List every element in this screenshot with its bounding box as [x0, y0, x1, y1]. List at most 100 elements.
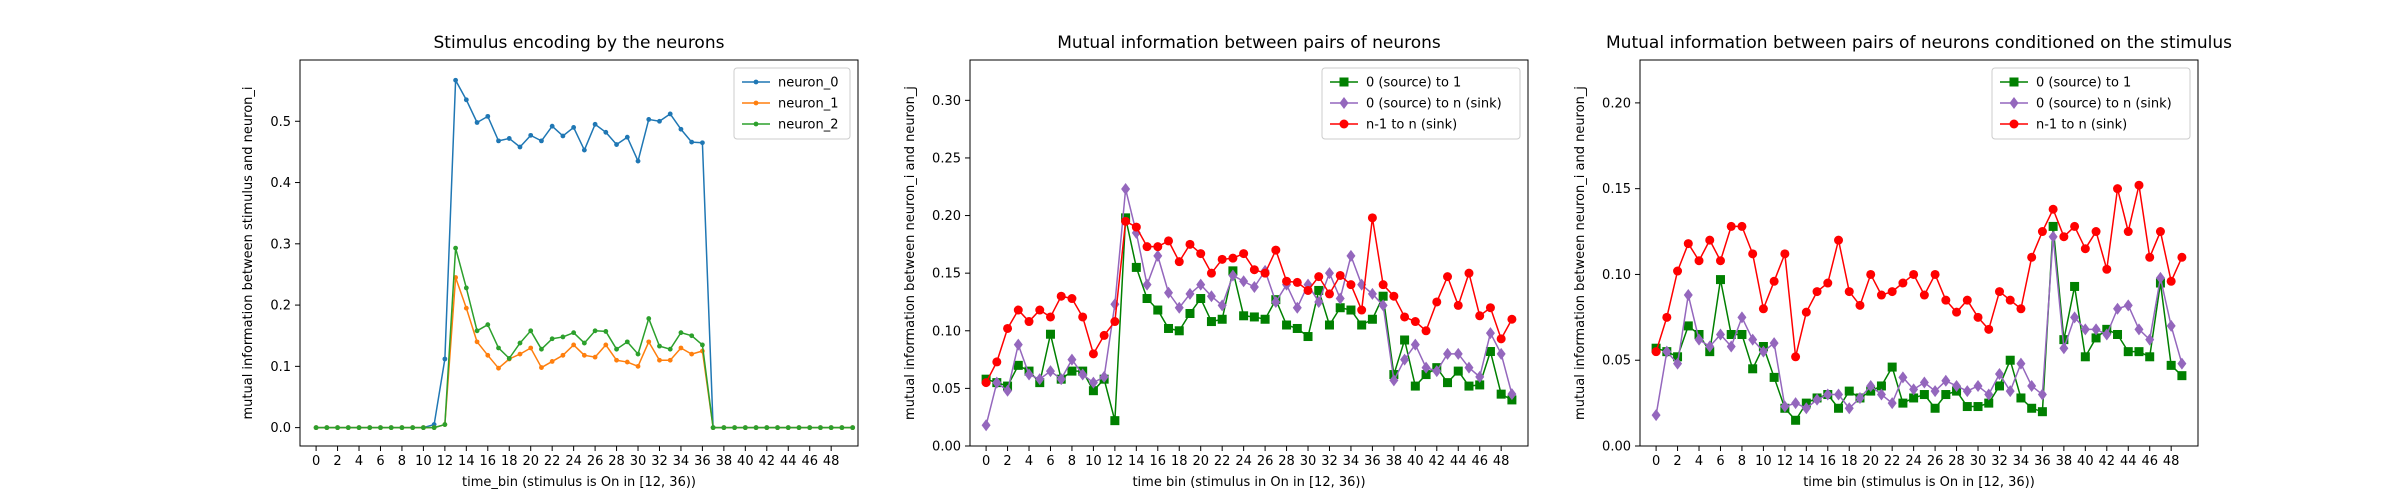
data-point [1876, 290, 1886, 300]
data-point [657, 357, 662, 363]
series-line-1 [985, 188, 1513, 426]
data-point [624, 134, 630, 140]
x-tick-label: 0 [982, 454, 990, 469]
data-point [388, 425, 394, 431]
data-point [1984, 388, 1994, 401]
data-point [549, 336, 555, 342]
data-point [2145, 352, 2155, 362]
data-point [1496, 334, 1506, 344]
data-point [1485, 303, 1495, 313]
data-point [560, 334, 566, 340]
data-point [1110, 298, 1120, 311]
data-point [1078, 368, 1088, 381]
data-point [453, 77, 458, 83]
data-point [1898, 398, 1908, 408]
data-point [1876, 388, 1886, 401]
legend: 0 (source) to 1 0 (source) to n (sink) n-1… [1321, 67, 1521, 140]
data-point [517, 144, 523, 150]
data-point [603, 129, 609, 135]
data-point [678, 345, 684, 351]
data-point [463, 285, 469, 291]
data-point [700, 342, 705, 348]
data-point [571, 342, 577, 348]
data-point [2027, 379, 2037, 392]
data-point [1056, 291, 1066, 301]
data-point [1973, 312, 1983, 322]
data-point [2134, 323, 2144, 336]
data-point [2102, 264, 2112, 274]
data-point [592, 121, 598, 127]
data-point [635, 363, 641, 369]
data-point [1099, 330, 1109, 340]
data-point [410, 425, 416, 431]
axes-frame [1639, 59, 2199, 447]
x-tick-label: 6 [1716, 454, 1724, 469]
data-point [421, 425, 426, 431]
data-point [2016, 393, 2026, 403]
data-point [1930, 385, 1940, 398]
x-tick-label: 30 [1300, 454, 1317, 469]
data-point [367, 425, 373, 431]
data-point [1378, 280, 1388, 290]
data-point [1239, 311, 1249, 321]
data-point [1791, 397, 1801, 410]
data-point [753, 425, 759, 431]
data-point [1464, 381, 1474, 391]
x-tick-label: 30 [630, 454, 647, 469]
data-point [1705, 340, 1715, 353]
data-point [1694, 256, 1704, 266]
data-point [1271, 245, 1281, 255]
x-tick-label: 46 [1471, 454, 1488, 469]
data-point [1217, 254, 1227, 264]
data-point [1898, 278, 1908, 288]
data-point [1791, 352, 1801, 362]
data-point [1153, 249, 1163, 262]
x-axis-label: time bin (stimulus is On in [12, 36)) [1803, 475, 2035, 490]
y-tick-label: 0.10 [1602, 268, 1631, 283]
y-tick-label: 0.0 [270, 421, 291, 436]
data-point [1410, 317, 1420, 327]
data-point [667, 346, 673, 352]
data-point [1726, 329, 1736, 339]
x-tick-label: 38 [1386, 454, 1403, 469]
legend-marker [2009, 77, 2019, 87]
data-point [1780, 400, 1790, 413]
x-tick-label: 26 [587, 454, 604, 469]
data-point [356, 425, 362, 431]
data-point [1769, 276, 1779, 286]
data-point [571, 330, 577, 336]
data-point [1228, 269, 1238, 282]
data-point [850, 425, 856, 431]
data-point [635, 351, 641, 357]
data-point [1110, 317, 1120, 327]
data-point [324, 425, 330, 431]
data-point [2123, 347, 2133, 357]
axes-frame [969, 59, 1529, 447]
data-point [700, 140, 705, 146]
data-point [1443, 378, 1453, 388]
data-point [1013, 305, 1023, 315]
data-point [1673, 352, 1683, 362]
data-point [1834, 235, 1844, 245]
data-point [1239, 275, 1249, 288]
data-point [1335, 303, 1345, 313]
x-tick-label: 46 [801, 454, 818, 469]
data-point [442, 422, 448, 427]
data-point [1748, 333, 1758, 346]
y-tick-label: 0.15 [932, 267, 961, 282]
legend-label: 0 (source) to 1 [1366, 76, 1461, 91]
data-point [1346, 249, 1356, 262]
data-point [1758, 345, 1768, 358]
x-tick-label: 0 [312, 454, 320, 469]
data-point [1378, 291, 1388, 301]
data-point [1088, 349, 1098, 359]
data-point [581, 340, 587, 346]
x-tick-label: 32 [1991, 454, 2008, 469]
data-point [1110, 416, 1120, 426]
data-point [992, 357, 1002, 367]
data-point [2037, 388, 2047, 401]
data-point [1174, 326, 1184, 336]
data-point [1282, 276, 1292, 286]
data-point [539, 365, 544, 370]
